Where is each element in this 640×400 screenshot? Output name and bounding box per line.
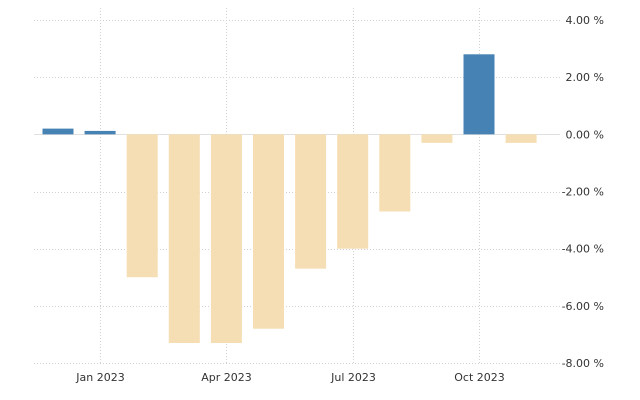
bar-mar-2023[interactable] bbox=[168, 134, 200, 343]
x-tick-label: Jan 2023 bbox=[75, 371, 124, 384]
y-tick-label: -8.00 % bbox=[562, 357, 604, 370]
bar-feb-2023[interactable] bbox=[126, 134, 158, 278]
bars bbox=[42, 54, 537, 343]
bar-jun-2023[interactable] bbox=[295, 134, 327, 269]
bar-oct-2023[interactable] bbox=[463, 54, 495, 135]
bar-dec-2022[interactable] bbox=[42, 128, 74, 135]
y-tick-label: 0.00 % bbox=[566, 128, 604, 141]
y-axis: 4.00 % 2.00 % 0.00 % -2.00 % -4.00 % -6.00 % -… bbox=[562, 14, 604, 370]
y-tick-label: -4.00 % bbox=[562, 243, 604, 256]
y-tick-label: 2.00 % bbox=[566, 71, 604, 84]
bar-apr-2023[interactable] bbox=[210, 134, 242, 343]
bar-sep-2023[interactable] bbox=[421, 134, 453, 143]
x-tick-label: Jul 2023 bbox=[330, 371, 376, 384]
y-tick-label: 4.00 % bbox=[566, 14, 604, 27]
y-tick-label: -6.00 % bbox=[562, 300, 604, 313]
x-tick-label: Oct 2023 bbox=[454, 371, 505, 384]
bar-aug-2023[interactable] bbox=[379, 134, 411, 212]
x-tick-label: Apr 2023 bbox=[201, 371, 252, 384]
bar-nov-2023[interactable] bbox=[505, 134, 537, 143]
x-axis: Jan 2023 Apr 2023 Jul 2023 Oct 2023 bbox=[75, 371, 504, 384]
bar-jul-2023[interactable] bbox=[337, 134, 369, 249]
y-tick-label: -2.00 % bbox=[562, 186, 604, 199]
bar-may-2023[interactable] bbox=[253, 134, 284, 329]
bar-jan-2023[interactable] bbox=[84, 130, 116, 135]
